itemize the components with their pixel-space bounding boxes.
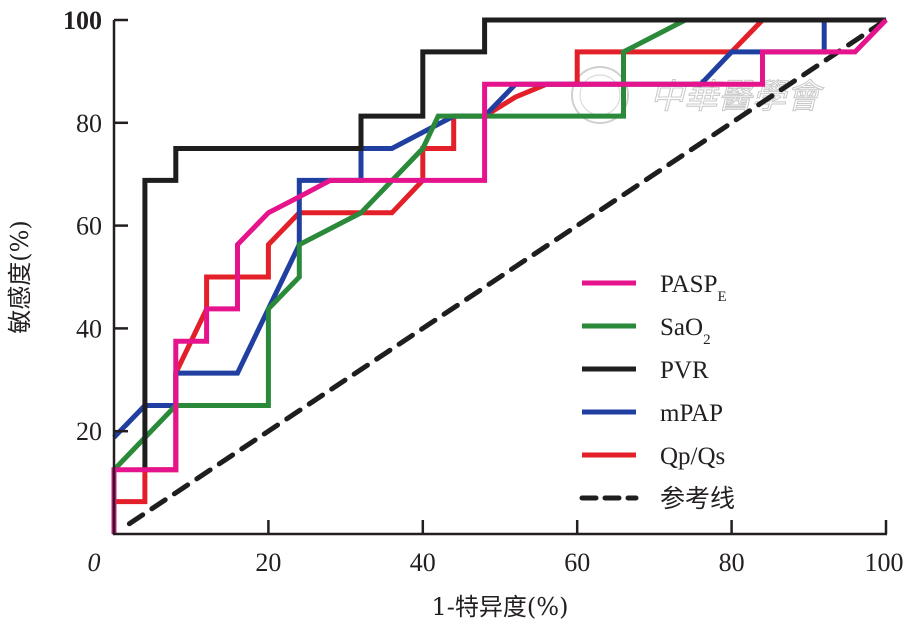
legend-label-text: SaO [660, 314, 703, 341]
series-line-sao [112, 17, 886, 472]
x-tick-label: 20 [255, 548, 281, 577]
x-axis-title: 1-特异度(%) [432, 593, 569, 621]
series-line-reference [126, 17, 889, 527]
legend-label: SaO2 [660, 314, 711, 348]
series-line-pasp [111, 18, 888, 534]
x-tick-label: 40 [410, 548, 436, 577]
x-tick-label: 0 [88, 548, 101, 577]
x-tick-label: 80 [719, 548, 745, 577]
ticks: 0 20 40 60 80 100 20 40 60 80 100 [63, 6, 904, 577]
y-tick-label: 40 [76, 314, 102, 343]
series-line-pvr [142, 17, 886, 470]
legend-label-text: Qp/Qs [660, 443, 725, 470]
legend-label: Qp/Qs [660, 443, 725, 470]
y-tick-label: 100 [63, 6, 102, 35]
series-layer [111, 17, 889, 534]
legend-label: PVR [660, 357, 709, 384]
legend: PASPE SaO2 PVR mPAP Qp/Qs 参考线 [579, 271, 735, 513]
legend-label-text: 参考线 [660, 485, 735, 513]
x-tick-label: 100 [865, 548, 904, 577]
legend-label-subscript: E [717, 289, 726, 305]
y-tick-label: 80 [76, 109, 102, 138]
y-tick-label: 20 [76, 417, 102, 446]
legend-label: mPAP [660, 400, 723, 427]
legend-label: PASPE [660, 271, 727, 305]
x-tick-label: 60 [564, 548, 590, 577]
y-tick-label: 60 [76, 212, 102, 241]
axes [112, 20, 887, 536]
y-axis-title: 敏感度(%) [6, 220, 34, 334]
legend-label-subscript: 2 [703, 332, 711, 348]
legend-label: 参考线 [660, 485, 735, 513]
legend-label-text: PASP [660, 271, 717, 298]
legend-label-text: mPAP [660, 400, 723, 427]
legend-label-text: PVR [660, 357, 709, 384]
